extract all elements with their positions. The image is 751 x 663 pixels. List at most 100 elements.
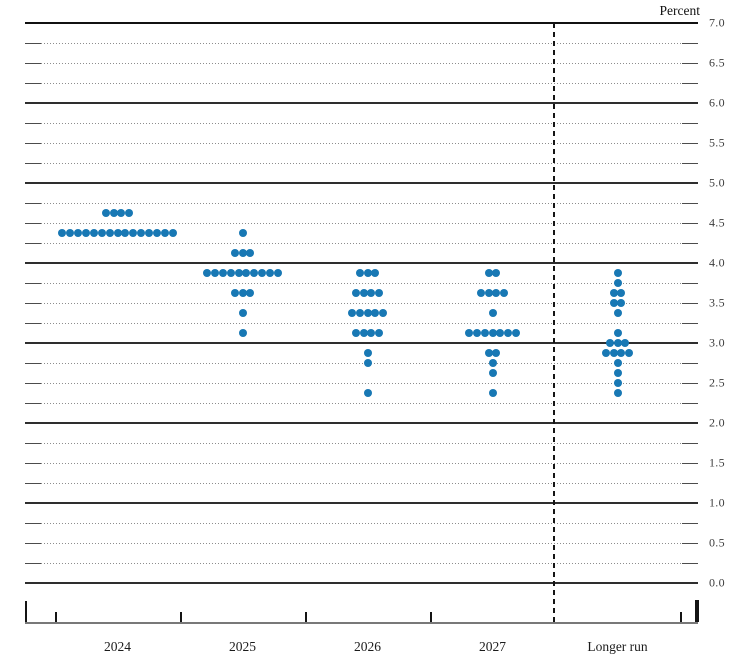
projection-dot-2024-4.375 bbox=[81, 229, 90, 237]
gridline-dotted-5.75 bbox=[41, 123, 682, 124]
right-edge-dash bbox=[682, 63, 698, 64]
gridline-solid-7.00 bbox=[25, 22, 698, 24]
projection-dot-longer-run-3.875 bbox=[613, 269, 622, 277]
projection-dot-longer-run-2.375 bbox=[613, 389, 622, 397]
projection-dot-2026-3.625 bbox=[367, 289, 376, 297]
x-category-label-2027: 2027 bbox=[479, 639, 506, 654]
projection-dot-2027-3.625 bbox=[500, 289, 509, 297]
gridline-dotted-0.50 bbox=[41, 543, 682, 544]
projection-dot-longer-run-2.75 bbox=[613, 359, 622, 367]
right-edge-dash bbox=[682, 383, 698, 384]
right-edge-dash bbox=[682, 143, 698, 144]
gridline-dotted-1.25 bbox=[41, 483, 682, 484]
projection-dot-2024-4.375 bbox=[97, 229, 106, 237]
projection-dot-2027-2.375 bbox=[488, 389, 497, 397]
projection-dot-2025-4.375 bbox=[238, 229, 247, 237]
projection-dot-2027-3.625 bbox=[484, 289, 493, 297]
projection-dot-2025-3.125 bbox=[238, 329, 247, 337]
x-axis-tick bbox=[25, 601, 27, 622]
left-edge-dash bbox=[25, 443, 41, 444]
left-edge-dash bbox=[25, 163, 41, 164]
projection-dot-longer-run-3 bbox=[621, 339, 630, 347]
right-edge-dash bbox=[682, 303, 698, 304]
projection-dot-2024-4.375 bbox=[113, 229, 122, 237]
projection-dot-2027-3.125 bbox=[480, 329, 489, 337]
y-tick-label-4.5: 4.5 bbox=[709, 215, 725, 230]
projection-dot-2027-2.75 bbox=[488, 359, 497, 367]
left-edge-dash bbox=[25, 243, 41, 244]
projection-dot-2026-3.875 bbox=[363, 269, 372, 277]
projection-dot-longer-run-2.625 bbox=[613, 369, 622, 377]
projection-dot-2024-4.375 bbox=[89, 229, 98, 237]
gridline-dotted-2.25 bbox=[41, 403, 682, 404]
y-tick-label-6.5: 6.5 bbox=[709, 55, 725, 70]
projection-dot-2025-3.875 bbox=[250, 269, 259, 277]
projection-dot-longer-run-3.75 bbox=[613, 279, 622, 287]
projection-dot-longer-run-2.875 bbox=[625, 349, 634, 357]
projection-dot-2024-4.375 bbox=[145, 229, 154, 237]
y-tick-label-2.5: 2.5 bbox=[709, 375, 725, 390]
projection-dot-2027-3.125 bbox=[496, 329, 505, 337]
gridline-solid-1.00 bbox=[25, 502, 698, 504]
projection-dot-2025-3.875 bbox=[202, 269, 211, 277]
gridline-solid-5.00 bbox=[25, 182, 698, 184]
projection-dot-longer-run-2.875 bbox=[609, 349, 618, 357]
y-tick-label-0.0: 0.0 bbox=[709, 575, 725, 590]
gridline-dotted-1.75 bbox=[41, 443, 682, 444]
longer-run-divider-dashed-line bbox=[552, 23, 555, 623]
projection-dot-2027-3.625 bbox=[476, 289, 485, 297]
projection-dot-2025-3.375 bbox=[238, 309, 247, 317]
gridline-dotted-3.75 bbox=[41, 283, 682, 284]
projection-dot-2026-3.125 bbox=[375, 329, 384, 337]
y-tick-label-6.0: 6.0 bbox=[709, 95, 725, 110]
right-edge-dash bbox=[682, 323, 698, 324]
y-tick-label-5.0: 5.0 bbox=[709, 175, 725, 190]
left-edge-dash bbox=[25, 203, 41, 204]
projection-dot-2025-3.875 bbox=[218, 269, 227, 277]
gridline-dotted-4.50 bbox=[41, 223, 682, 224]
projection-dot-2026-3.625 bbox=[359, 289, 368, 297]
y-tick-label-1.0: 1.0 bbox=[709, 495, 725, 510]
right-edge-dash bbox=[682, 163, 698, 164]
projection-dot-2024-4.375 bbox=[129, 229, 138, 237]
right-edge-dash bbox=[682, 543, 698, 544]
right-edge-dash bbox=[682, 283, 698, 284]
gridline-dotted-3.25 bbox=[41, 323, 682, 324]
y-tick-label-2.0: 2.0 bbox=[709, 415, 725, 430]
projection-dot-2024-4.375 bbox=[160, 229, 169, 237]
projection-dot-longer-run-3.625 bbox=[617, 289, 626, 297]
projection-dot-2027-3.125 bbox=[504, 329, 513, 337]
projection-dot-longer-run-3.5 bbox=[617, 299, 626, 307]
projection-dot-2026-2.375 bbox=[363, 389, 372, 397]
x-category-label-2026: 2026 bbox=[354, 639, 381, 654]
gridline-dotted-2.50 bbox=[41, 383, 682, 384]
x-axis-tick bbox=[695, 600, 699, 622]
gridline-dotted-5.25 bbox=[41, 163, 682, 164]
projection-dot-2024-4.375 bbox=[105, 229, 114, 237]
projection-dot-2026-3.375 bbox=[355, 309, 364, 317]
right-edge-dash bbox=[682, 523, 698, 524]
gridline-dotted-4.25 bbox=[41, 243, 682, 244]
projection-dot-2025-3.875 bbox=[274, 269, 283, 277]
projection-dot-longer-run-3 bbox=[613, 339, 622, 347]
projection-dot-2027-2.625 bbox=[488, 369, 497, 377]
x-axis-tick bbox=[55, 612, 57, 622]
gridline-dotted-1.50 bbox=[41, 463, 682, 464]
right-edge-dash bbox=[682, 363, 698, 364]
right-edge-dash bbox=[682, 443, 698, 444]
left-edge-dash bbox=[25, 223, 41, 224]
projection-dot-2024-4.375 bbox=[153, 229, 161, 237]
projection-dot-2027-2.875 bbox=[492, 349, 501, 357]
right-edge-dash bbox=[682, 203, 698, 204]
projection-dot-2025-3.875 bbox=[226, 269, 235, 277]
left-edge-dash bbox=[25, 523, 41, 524]
projection-dot-longer-run-3.5 bbox=[609, 299, 618, 307]
projection-dot-2024-4.375 bbox=[137, 229, 146, 237]
left-edge-dash bbox=[25, 543, 41, 544]
x-axis-tick bbox=[430, 612, 432, 622]
projection-dot-2027-3.125 bbox=[512, 329, 521, 337]
projection-dot-2025-4.125 bbox=[246, 249, 255, 257]
projection-dot-2027-3.625 bbox=[492, 289, 501, 297]
projection-dot-2026-3.125 bbox=[351, 329, 360, 337]
